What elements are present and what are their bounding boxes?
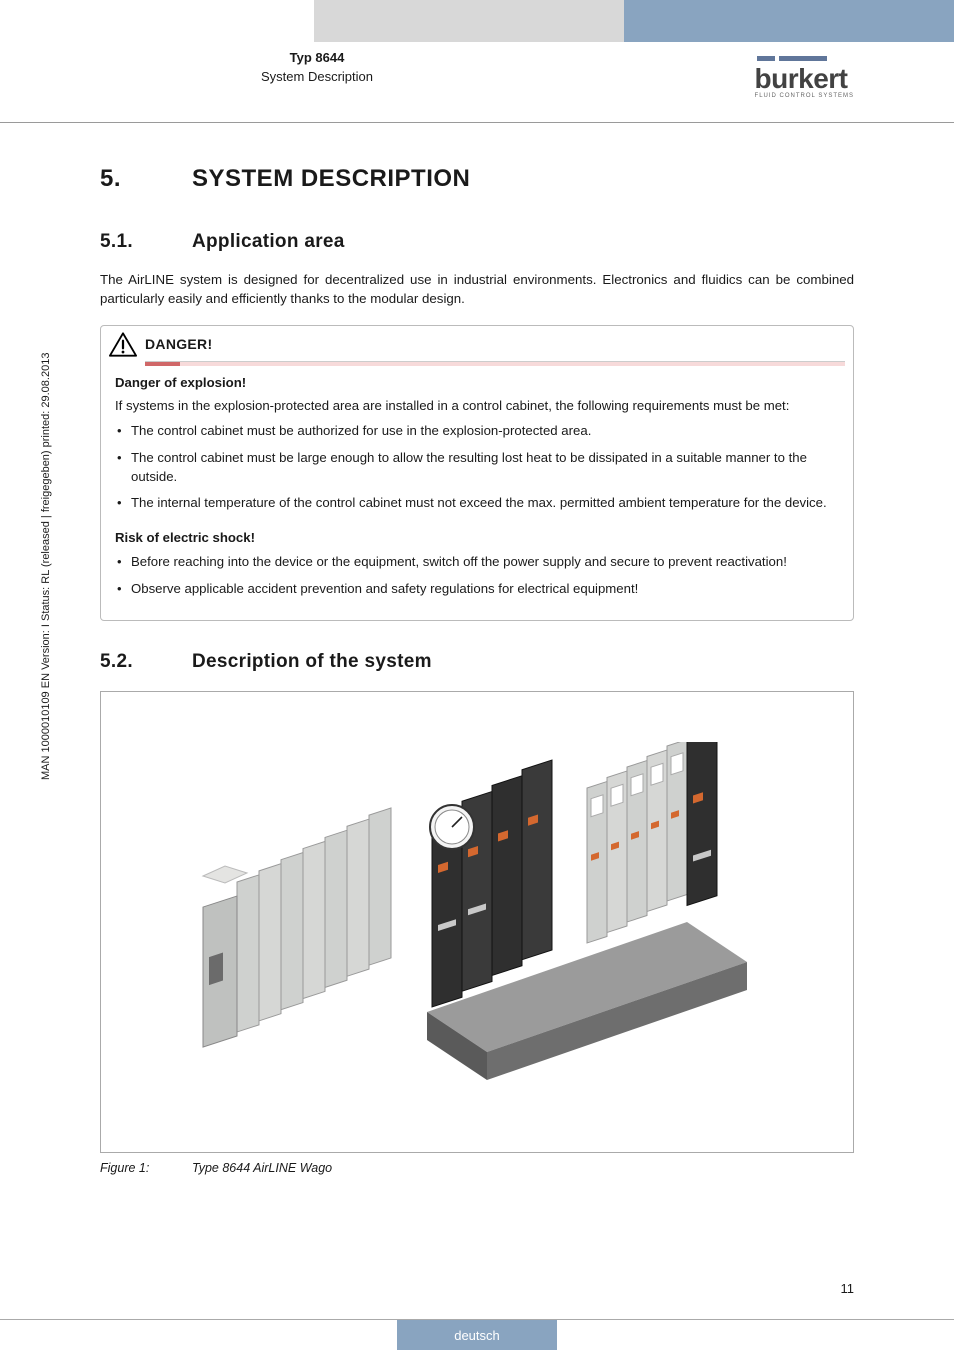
intro-paragraph: The AirLINE system is designed for decen… [100, 271, 854, 309]
header-meta: Typ 8644 System Description [0, 50, 794, 84]
brand-logo: burkert FLUID CONTROL SYSTEMS [755, 56, 854, 99]
header-divider [0, 122, 954, 123]
footer-tab: deutsch [397, 1320, 557, 1350]
danger-label: DANGER! [145, 336, 212, 352]
list-item: Observe applicable accident prevention a… [115, 580, 839, 599]
doc-subtitle: System Description [0, 69, 794, 84]
figure-text: Type 8644 AirLINE Wago [192, 1161, 332, 1175]
subsection2-number: 5.2. [100, 651, 192, 673]
warning-triangle-icon [109, 332, 137, 357]
subsection2-title: Description of the system [192, 651, 432, 672]
logo-bars [757, 56, 854, 61]
subsection1-title: Application area [192, 231, 345, 252]
header-band [0, 0, 954, 42]
danger-box: DANGER! Danger of explosion! If systems … [100, 325, 854, 622]
section-number: 5. [100, 165, 192, 193]
danger-block1-list: The control cabinet must be authorized f… [115, 422, 839, 513]
header-gray-tab [314, 0, 624, 42]
danger-block1-intro: If systems in the explosion-protected ar… [115, 397, 839, 416]
section-title: SYSTEM DESCRIPTION [192, 165, 470, 192]
product-illustration [197, 742, 757, 1102]
danger-block2-list: Before reaching into the device or the e… [115, 553, 839, 598]
figure-container [100, 691, 854, 1153]
main-content: 5.SYSTEM DESCRIPTION 5.1.Application are… [100, 165, 854, 1175]
danger-header: DANGER! [101, 326, 853, 361]
subsection1-number: 5.1. [100, 231, 192, 253]
logo-text: burkert [755, 63, 854, 95]
subsection-heading-2: 5.2.Description of the system [100, 651, 854, 673]
side-print-info: MAN 1000010109 EN Version: I Status: RL … [40, 353, 52, 780]
figure-caption: Figure 1:Type 8644 AirLINE Wago [100, 1161, 854, 1175]
danger-block2-title: Risk of electric shock! [115, 529, 839, 548]
doc-type: Typ 8644 [0, 50, 794, 65]
logo-subtext: FLUID CONTROL SYSTEMS [755, 93, 854, 99]
page-number: 11 [841, 1281, 855, 1296]
footer-band: deutsch [0, 1320, 954, 1350]
list-item: Before reaching into the device or the e… [115, 553, 839, 572]
danger-body: Danger of explosion! If systems in the e… [101, 366, 853, 621]
list-item: The control cabinet must be large enough… [115, 449, 839, 486]
figure-label: Figure 1: [100, 1161, 192, 1175]
danger-block1-title: Danger of explosion! [115, 374, 839, 393]
list-item: The control cabinet must be authorized f… [115, 422, 839, 441]
list-item: The internal temperature of the control … [115, 494, 839, 513]
subsection-heading-1: 5.1.Application area [100, 231, 854, 253]
section-heading: 5.SYSTEM DESCRIPTION [100, 165, 854, 193]
